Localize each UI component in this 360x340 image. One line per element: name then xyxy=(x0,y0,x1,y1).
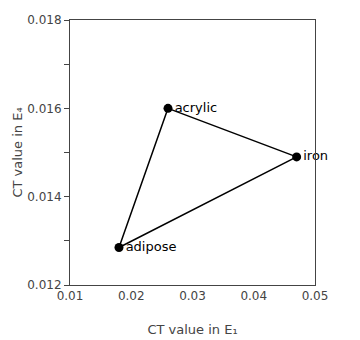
svg-text:CT value in E₄: CT value in E₄ xyxy=(10,107,25,197)
svg-text:0.05: 0.05 xyxy=(302,289,329,303)
svg-text:0.04: 0.04 xyxy=(240,289,267,303)
svg-text:adipose: adipose xyxy=(126,239,177,254)
svg-text:0.03: 0.03 xyxy=(179,289,206,303)
svg-text:0.016: 0.016 xyxy=(27,102,61,116)
svg-text:0.012: 0.012 xyxy=(27,278,61,292)
svg-text:0.018: 0.018 xyxy=(27,13,61,27)
svg-text:0.01: 0.01 xyxy=(57,289,84,303)
svg-text:acrylic: acrylic xyxy=(175,100,218,115)
svg-text:0.02: 0.02 xyxy=(118,289,145,303)
svg-text:iron: iron xyxy=(303,148,328,163)
svg-text:CT value in E₁: CT value in E₁ xyxy=(147,322,237,337)
svg-text:0.014: 0.014 xyxy=(27,190,61,204)
